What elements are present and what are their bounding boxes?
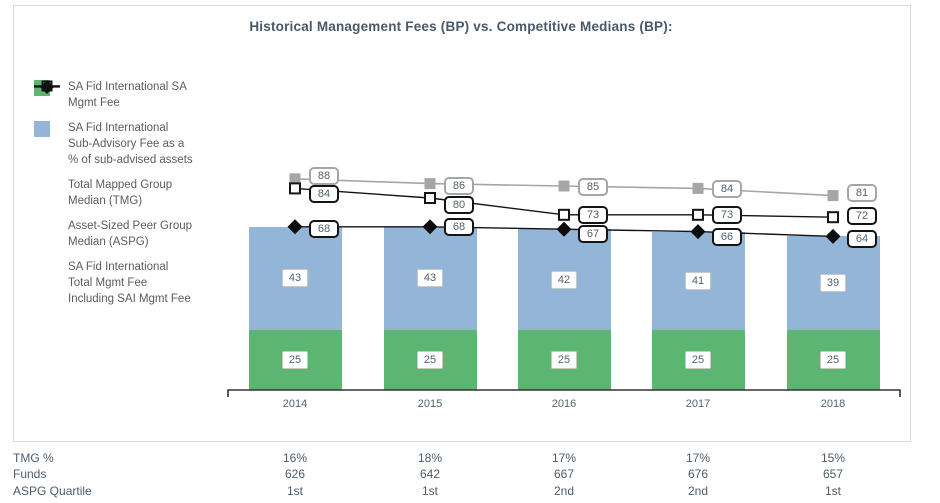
- point-value-label: 68: [444, 217, 474, 236]
- bar-value-label: 41: [685, 271, 711, 290]
- table-cell: 667: [553, 467, 575, 481]
- table-cell: 657: [822, 467, 844, 481]
- bar-value-label: 25: [820, 351, 846, 369]
- legend-item-label: SA Fid International SA Mgmt Fee: [68, 81, 187, 109]
- chart-title: Historical Management Fees (BP) vs. Comp…: [249, 19, 673, 34]
- table-cell: 17%: [685, 451, 711, 465]
- legend-item-label: SA Fid International Total Mgmt Fee Incl…: [68, 261, 191, 305]
- x-axis-label: 2016: [551, 398, 577, 410]
- table-cell: 18%: [417, 451, 443, 465]
- blue-swatch-icon: [34, 121, 60, 142]
- legend: SA Fid International SA Mgmt Fee SA Fid I…: [34, 79, 234, 316]
- bar-value-label: 25: [685, 351, 711, 369]
- point-value-label: 85: [578, 178, 608, 196]
- x-axis-label: 2014: [282, 398, 308, 410]
- table-cell: 15%: [820, 451, 846, 465]
- table-cell: 626: [284, 467, 306, 481]
- x-axis-label: 2017: [685, 398, 711, 410]
- point-value-label: 86: [444, 176, 474, 195]
- point-value-label: 72: [847, 207, 877, 226]
- table-cell: 16%: [282, 451, 308, 465]
- table-cell: 2nd: [553, 484, 575, 498]
- point-value-label: 73: [578, 205, 608, 224]
- point-value-label: 88: [309, 166, 339, 185]
- bar-value-label: 42: [551, 270, 577, 289]
- legend-item-2: Total Mapped Group Median (TMG): [34, 81, 234, 209]
- bar-value-label: 25: [417, 351, 443, 369]
- table-cell: 676: [687, 467, 709, 481]
- point-value-label: 73: [712, 205, 742, 224]
- table-cell: 1st: [286, 484, 303, 498]
- table-cell: 1st: [421, 484, 438, 498]
- legend-item-label: Total Mapped Group Median (TMG): [68, 179, 173, 207]
- legend-item-3: Asset-Sized Peer Group Median (ASPG): [34, 80, 234, 250]
- point-value-label: 81: [847, 183, 877, 202]
- bar-value-label: 39: [820, 274, 846, 293]
- point-value-label: 64: [847, 230, 877, 249]
- point-value-label: 68: [309, 219, 339, 238]
- point-value-label: 67: [578, 225, 608, 244]
- x-axis-label: 2015: [417, 398, 443, 410]
- table-row-label: Funds: [13, 467, 47, 481]
- x-axis-label: 2018: [820, 398, 846, 410]
- table-row-label: TMG %: [13, 451, 54, 465]
- bar-value-label: 43: [282, 269, 308, 288]
- legend-item-1: SA Fid International Sub-Advisory Fee as…: [34, 120, 234, 168]
- point-value-label: 66: [712, 227, 742, 246]
- bar-value-label: 25: [282, 351, 308, 369]
- legend-item-label: Asset-Sized Peer Group Median (ASPG): [68, 220, 193, 248]
- bar-value-label: 43: [417, 269, 443, 288]
- legend-item-0: SA Fid International SA Mgmt Fee: [34, 79, 234, 111]
- point-value-label: 84: [712, 180, 742, 199]
- table-cell: 642: [419, 467, 441, 481]
- table-cell: 17%: [551, 451, 577, 465]
- table-cell: 2nd: [687, 484, 709, 498]
- table-cell: 1st: [824, 484, 841, 498]
- point-value-label: 84: [309, 185, 339, 204]
- point-value-label: 80: [444, 196, 474, 214]
- table-row-label: ASPG Quartile: [13, 484, 92, 498]
- legend-item-4: SA Fid International Total Mgmt Fee Incl…: [34, 80, 234, 307]
- black-diamond-line-icon: [34, 80, 60, 94]
- legend-item-label: SA Fid International Sub-Advisory Fee as…: [68, 122, 193, 166]
- bar-value-label: 25: [551, 351, 577, 369]
